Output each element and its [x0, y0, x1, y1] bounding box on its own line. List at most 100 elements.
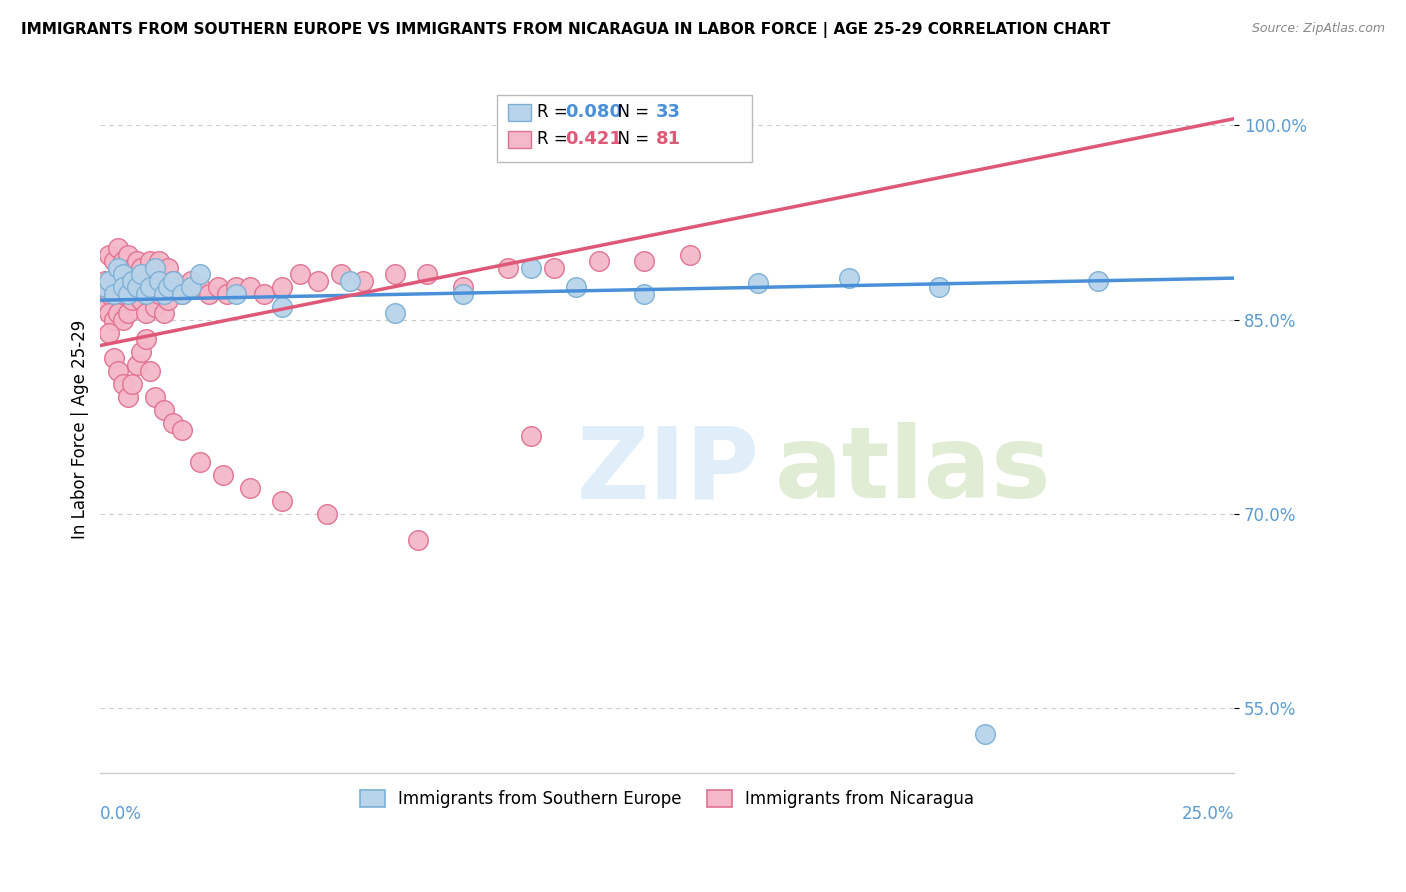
Text: 0.421: 0.421 [565, 129, 621, 147]
Point [117, 280, 139, 294]
Point [139, 286, 162, 301]
Point [520, 260, 543, 275]
Point [170, 286, 193, 301]
Point [94, 280, 117, 294]
Point [129, 260, 152, 275]
Point [153, 403, 176, 417]
Point [837, 271, 859, 285]
Point [117, 390, 139, 404]
Point [153, 274, 176, 288]
Point [111, 267, 134, 281]
Point [180, 280, 202, 294]
Point [217, 286, 239, 301]
FancyBboxPatch shape [509, 103, 531, 120]
Point [103, 254, 125, 268]
Point [352, 274, 374, 288]
Point [107, 364, 129, 378]
Point [98, 274, 121, 288]
Text: 0.080: 0.080 [565, 103, 621, 120]
Point [157, 260, 180, 275]
Point [339, 274, 361, 288]
Point [98, 306, 121, 320]
Point [143, 260, 166, 275]
Text: N =: N = [607, 129, 654, 147]
Legend: Immigrants from Southern Europe, Immigrants from Nicaragua: Immigrants from Southern Europe, Immigra… [352, 781, 983, 816]
Point [270, 280, 292, 294]
Point [143, 267, 166, 281]
Text: IMMIGRANTS FROM SOUTHERN EUROPE VS IMMIGRANTS FROM NICARAGUA IN LABOR FORCE | AG: IMMIGRANTS FROM SOUTHERN EUROPE VS IMMIG… [21, 22, 1111, 38]
Point [117, 286, 139, 301]
Point [117, 306, 139, 320]
Text: atlas: atlas [775, 423, 1052, 519]
Point [188, 455, 211, 469]
Point [121, 377, 143, 392]
Point [121, 293, 143, 307]
Point [148, 286, 170, 301]
Point [180, 274, 202, 288]
Point [973, 727, 995, 741]
Point [98, 286, 121, 301]
Text: 33: 33 [655, 103, 681, 120]
Point [107, 306, 129, 320]
Point [543, 260, 565, 275]
Point [135, 306, 157, 320]
Point [111, 286, 134, 301]
Point [329, 267, 352, 281]
Point [139, 364, 162, 378]
Point [270, 494, 292, 508]
Point [928, 280, 950, 294]
Y-axis label: In Labor Force | Age 25-29: In Labor Force | Age 25-29 [72, 320, 89, 540]
Point [129, 293, 152, 307]
Point [170, 286, 193, 301]
Point [103, 312, 125, 326]
Point [94, 300, 117, 314]
Point [125, 254, 148, 268]
Point [207, 280, 229, 294]
Text: 0.0%: 0.0% [100, 805, 142, 823]
Point [316, 507, 339, 521]
Point [121, 260, 143, 275]
FancyBboxPatch shape [509, 131, 531, 148]
Point [117, 248, 139, 262]
Point [135, 286, 157, 301]
Point [98, 326, 121, 340]
Point [94, 274, 117, 288]
Point [148, 274, 170, 288]
Point [384, 306, 406, 320]
Point [211, 468, 233, 483]
Text: Source: ZipAtlas.com: Source: ZipAtlas.com [1251, 22, 1385, 36]
Point [125, 286, 148, 301]
Point [103, 280, 125, 294]
Point [139, 254, 162, 268]
Point [270, 300, 292, 314]
FancyBboxPatch shape [498, 95, 752, 162]
Point [288, 267, 311, 281]
Text: 25.0%: 25.0% [1181, 805, 1234, 823]
Point [1087, 274, 1109, 288]
Point [121, 274, 143, 288]
Point [633, 254, 655, 268]
Point [384, 267, 406, 281]
Text: R =: R = [537, 103, 572, 120]
Point [153, 286, 176, 301]
Point [188, 280, 211, 294]
Point [153, 306, 176, 320]
Point [170, 423, 193, 437]
Point [135, 274, 157, 288]
Point [225, 286, 247, 301]
Point [747, 277, 769, 291]
Point [633, 286, 655, 301]
Point [451, 286, 474, 301]
Point [111, 254, 134, 268]
Point [416, 267, 439, 281]
Point [565, 280, 588, 294]
Text: R =: R = [537, 129, 572, 147]
Point [107, 274, 129, 288]
Point [129, 345, 152, 359]
Point [157, 280, 180, 294]
Point [162, 416, 184, 430]
Point [111, 377, 134, 392]
Point [162, 274, 184, 288]
Point [166, 280, 188, 294]
Text: N =: N = [607, 103, 654, 120]
